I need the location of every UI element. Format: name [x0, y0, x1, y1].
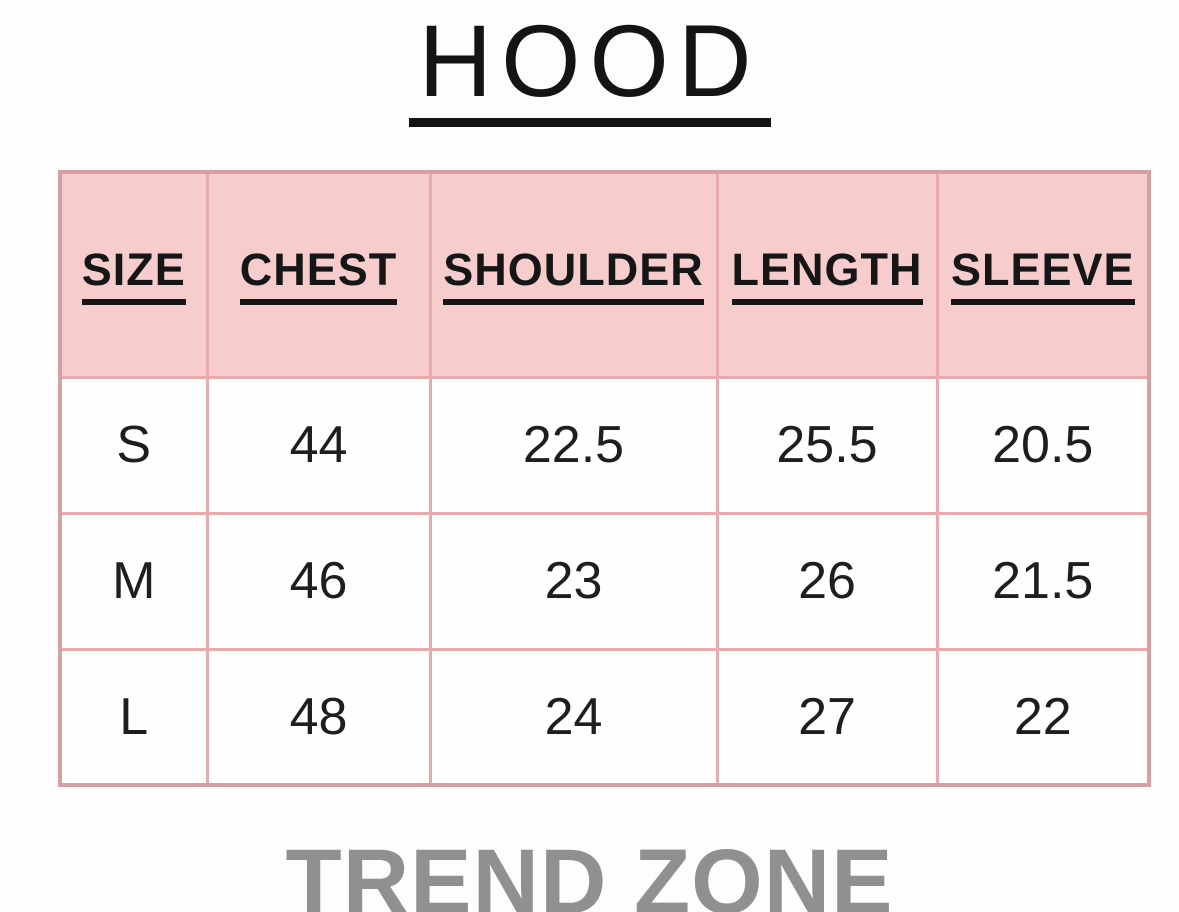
- page-title-text: HOOD: [408, 10, 771, 127]
- header-label-length: LENGTH: [731, 246, 923, 306]
- brand-footer: TREND ZONE: [285, 831, 894, 912]
- table-row-size-m: M 46 23 26 21.5: [58, 511, 1151, 651]
- cell-s-length: 25.5: [715, 375, 939, 515]
- cell-m-sleeve: 21.5: [935, 511, 1151, 651]
- header-row: SIZE CHEST SHOULDER LENGTH SLEEVE: [58, 170, 1151, 379]
- cell-s-chest: 44: [205, 375, 432, 515]
- cell-m-size: M: [58, 511, 209, 651]
- cell-m-length: 26: [715, 511, 939, 651]
- cell-l-length: 27: [715, 647, 939, 787]
- table-row-size-l: L 48 24 27 22: [58, 647, 1151, 787]
- cell-m-chest: 46: [205, 511, 432, 651]
- header-label-sleeve: SLEEVE: [950, 246, 1135, 306]
- cell-l-shoulder: 24: [428, 647, 719, 787]
- cell-s-sleeve: 20.5: [935, 375, 1151, 515]
- size-chart-table: SIZE CHEST SHOULDER LENGTH SLEEVE S 44: [58, 170, 1151, 787]
- header-label-size: SIZE: [81, 246, 186, 306]
- page-title: HOOD: [0, 10, 1179, 127]
- header-cell-chest: CHEST: [205, 170, 432, 379]
- header-label-shoulder: SHOULDER: [443, 246, 704, 306]
- header-cell-shoulder: SHOULDER: [428, 170, 719, 379]
- header-label-chest: CHEST: [239, 246, 398, 306]
- cell-l-size: L: [58, 647, 209, 787]
- table-row-size-s: S 44 22.5 25.5 20.5: [58, 375, 1151, 515]
- header-cell-sleeve: SLEEVE: [935, 170, 1151, 379]
- cell-l-chest: 48: [205, 647, 432, 787]
- cell-l-sleeve: 22: [935, 647, 1151, 787]
- header-cell-length: LENGTH: [715, 170, 939, 379]
- cell-m-shoulder: 23: [428, 511, 719, 651]
- cell-s-size: S: [58, 375, 209, 515]
- header-cell-size: SIZE: [58, 170, 209, 379]
- cell-s-shoulder: 22.5: [428, 375, 719, 515]
